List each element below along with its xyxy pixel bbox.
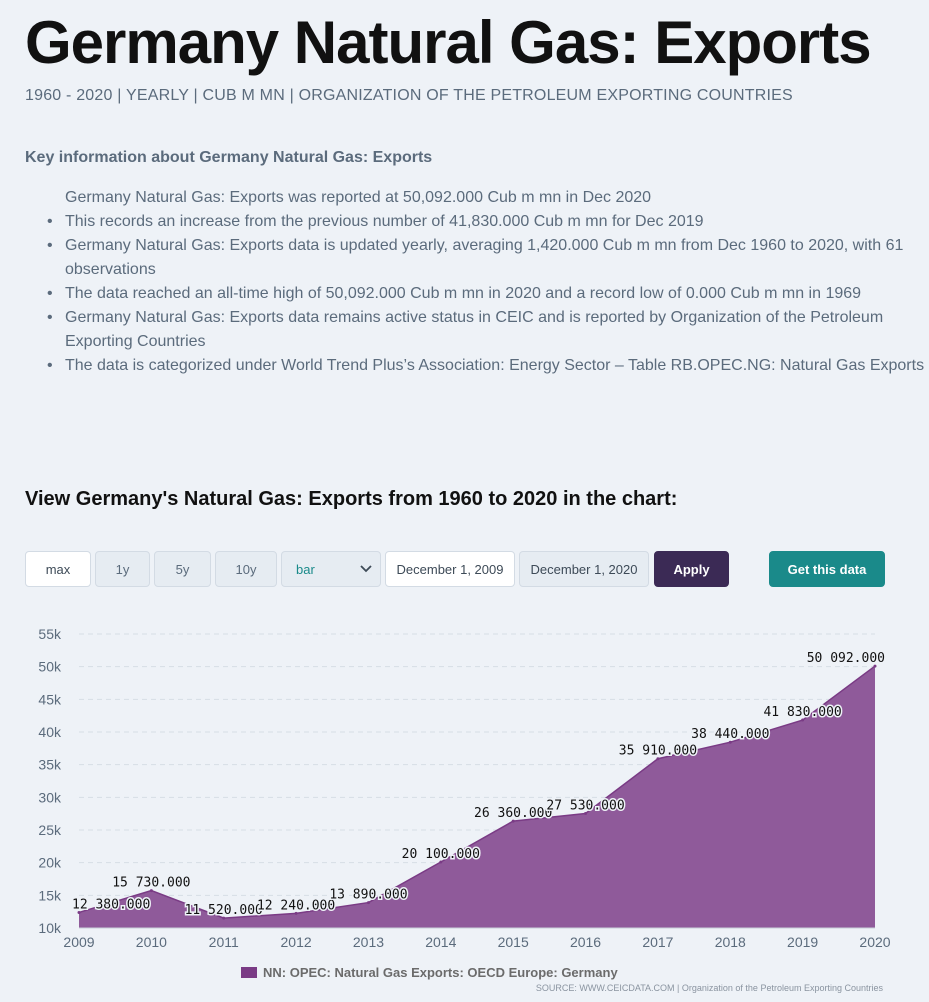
key-point: Germany Natural Gas: Exports data is upd… bbox=[47, 234, 929, 282]
x-tick-label: 2017 bbox=[642, 934, 673, 950]
data-label: 50 092.000 bbox=[807, 651, 885, 666]
data-point bbox=[77, 910, 81, 914]
data-point bbox=[149, 889, 153, 893]
y-tick-label: 25k bbox=[38, 822, 62, 838]
x-tick-label: 2015 bbox=[498, 934, 529, 950]
date-from-input[interactable]: December 1, 2009 bbox=[385, 551, 515, 587]
date-to-input[interactable]: December 1, 2020 bbox=[519, 551, 649, 587]
chevron-down-icon bbox=[360, 565, 372, 573]
y-tick-label: 50k bbox=[38, 659, 62, 675]
x-tick-label: 2016 bbox=[570, 934, 601, 950]
y-tick-label: 30k bbox=[38, 789, 62, 805]
area-chart: 10k 15k 20k 25k 30k 35k 40k 45k 50k 55k 12 380.000… bbox=[38, 626, 890, 950]
data-label: 12 380.000 bbox=[72, 897, 150, 912]
data-label: 35 910.000 bbox=[619, 744, 697, 759]
key-point: Germany Natural Gas: Exports was reporte… bbox=[65, 189, 652, 206]
x-tick-label: 2020 bbox=[859, 934, 890, 950]
data-point bbox=[366, 901, 370, 905]
x-tick-label: 2014 bbox=[425, 934, 456, 950]
data-label: 20 100.000 bbox=[402, 847, 480, 862]
data-label: 12 240.000 bbox=[257, 898, 335, 913]
data-point bbox=[439, 860, 443, 864]
y-tick-label: 45k bbox=[38, 691, 62, 707]
range-5y-button[interactable]: 5y bbox=[154, 551, 211, 587]
range-max-button[interactable]: max bbox=[25, 551, 91, 587]
key-info-list: Germany Natural Gas: Exports was reporte… bbox=[25, 186, 929, 378]
data-point bbox=[728, 740, 732, 744]
chart-type-select[interactable]: bar bbox=[281, 551, 381, 587]
chart-heading: View Germany's Natural Gas: Exports from… bbox=[25, 488, 678, 510]
legend-label: NN: OPEC: Natural Gas Exports: OECD Euro… bbox=[263, 965, 618, 980]
x-tick-label: 2019 bbox=[787, 934, 818, 950]
data-point bbox=[801, 718, 805, 722]
data-label: 11 520.000 bbox=[185, 903, 263, 918]
y-tick-label: 40k bbox=[38, 724, 62, 740]
x-tick-label: 2011 bbox=[209, 934, 239, 950]
series-line bbox=[78, 665, 876, 919]
key-info-heading: Key information about Germany Natural Ga… bbox=[25, 149, 433, 166]
key-point: Germany Natural Gas: Exports data remain… bbox=[47, 306, 929, 354]
key-point: The data reached an all-time high of 50,… bbox=[47, 282, 929, 306]
y-tick-label: 55k bbox=[38, 626, 62, 642]
area-series bbox=[79, 666, 875, 928]
key-point: The data is categorized under World Tren… bbox=[47, 354, 929, 378]
data-point bbox=[294, 911, 298, 915]
range-10y-button[interactable]: 10y bbox=[215, 551, 277, 587]
chart-type-value: bar bbox=[296, 561, 315, 577]
y-tick-label: 35k bbox=[38, 757, 62, 773]
page-subtitle: 1960 - 2020 | YEARLY | CUB M MN | ORGANI… bbox=[25, 87, 793, 104]
data-point bbox=[584, 811, 588, 815]
data-point bbox=[511, 819, 515, 823]
x-tick-label: 2013 bbox=[353, 934, 384, 950]
x-tick-label: 2018 bbox=[715, 934, 746, 950]
x-tick-label: 2009 bbox=[63, 934, 94, 950]
data-label: 26 360.000 bbox=[474, 806, 552, 821]
y-tick-label: 20k bbox=[38, 855, 62, 871]
data-label: 41 830.000 bbox=[763, 705, 841, 720]
x-tick-label: 2010 bbox=[136, 934, 167, 950]
apply-button[interactable]: Apply bbox=[654, 551, 729, 587]
chart-legend[interactable]: NN: OPEC: Natural Gas Exports: OECD Euro… bbox=[241, 965, 618, 980]
data-point bbox=[222, 916, 226, 920]
data-point bbox=[656, 757, 660, 761]
chart-source: SOURCE: WWW.CEICDATA.COM | Organization … bbox=[535, 983, 883, 993]
data-label: 13 890.000 bbox=[329, 888, 407, 903]
range-1y-button[interactable]: 1y bbox=[95, 551, 150, 587]
key-point: This records an increase from the previo… bbox=[47, 210, 929, 234]
x-tick-label: 2012 bbox=[281, 934, 312, 950]
data-point bbox=[873, 664, 877, 668]
y-tick-label: 15k bbox=[38, 887, 62, 903]
legend-swatch bbox=[241, 967, 257, 978]
page-title: Germany Natural Gas: Exports bbox=[25, 9, 872, 76]
data-label: 27 530.000 bbox=[546, 798, 624, 813]
y-tick-label: 10k bbox=[38, 920, 62, 936]
data-label: 38 440.000 bbox=[691, 727, 769, 742]
data-label: 15 730.000 bbox=[112, 876, 190, 891]
get-data-button[interactable]: Get this data bbox=[769, 551, 885, 587]
